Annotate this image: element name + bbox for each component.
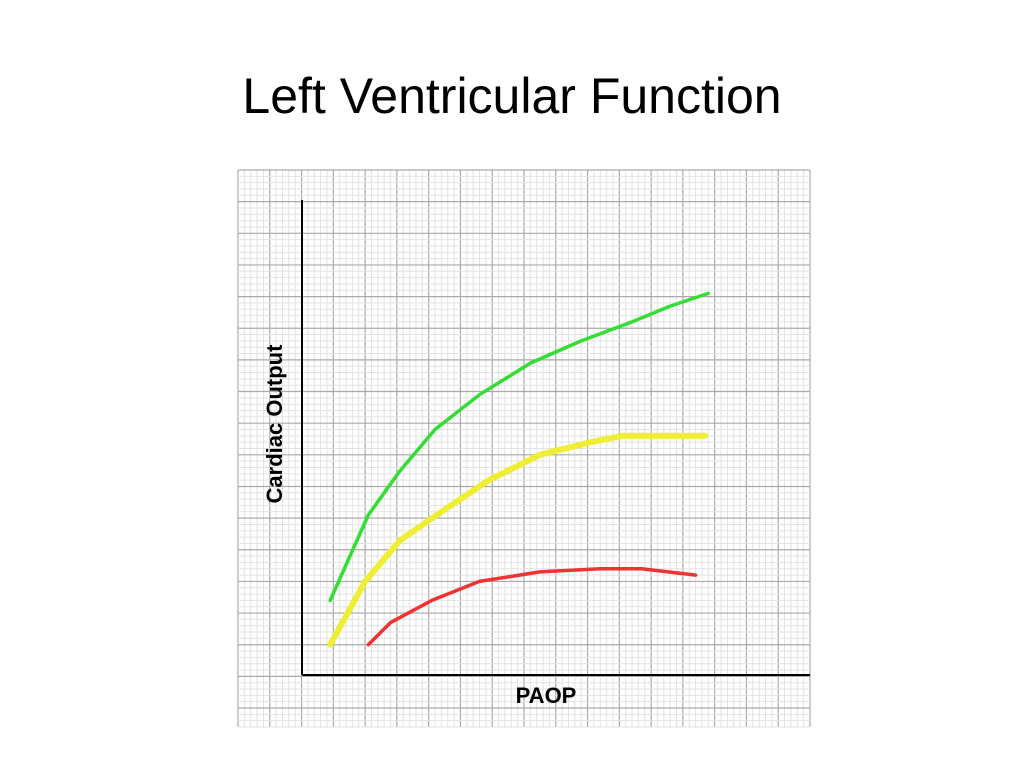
curve <box>328 291 711 603</box>
curve <box>327 432 709 648</box>
y-axis-label: Cardiac Output <box>262 344 287 504</box>
curve <box>366 567 698 647</box>
lines <box>327 291 711 648</box>
x-axis-label: PAOP <box>516 683 577 708</box>
grid <box>237 169 811 728</box>
chart-title: Left Ventricular Function <box>242 68 781 124</box>
